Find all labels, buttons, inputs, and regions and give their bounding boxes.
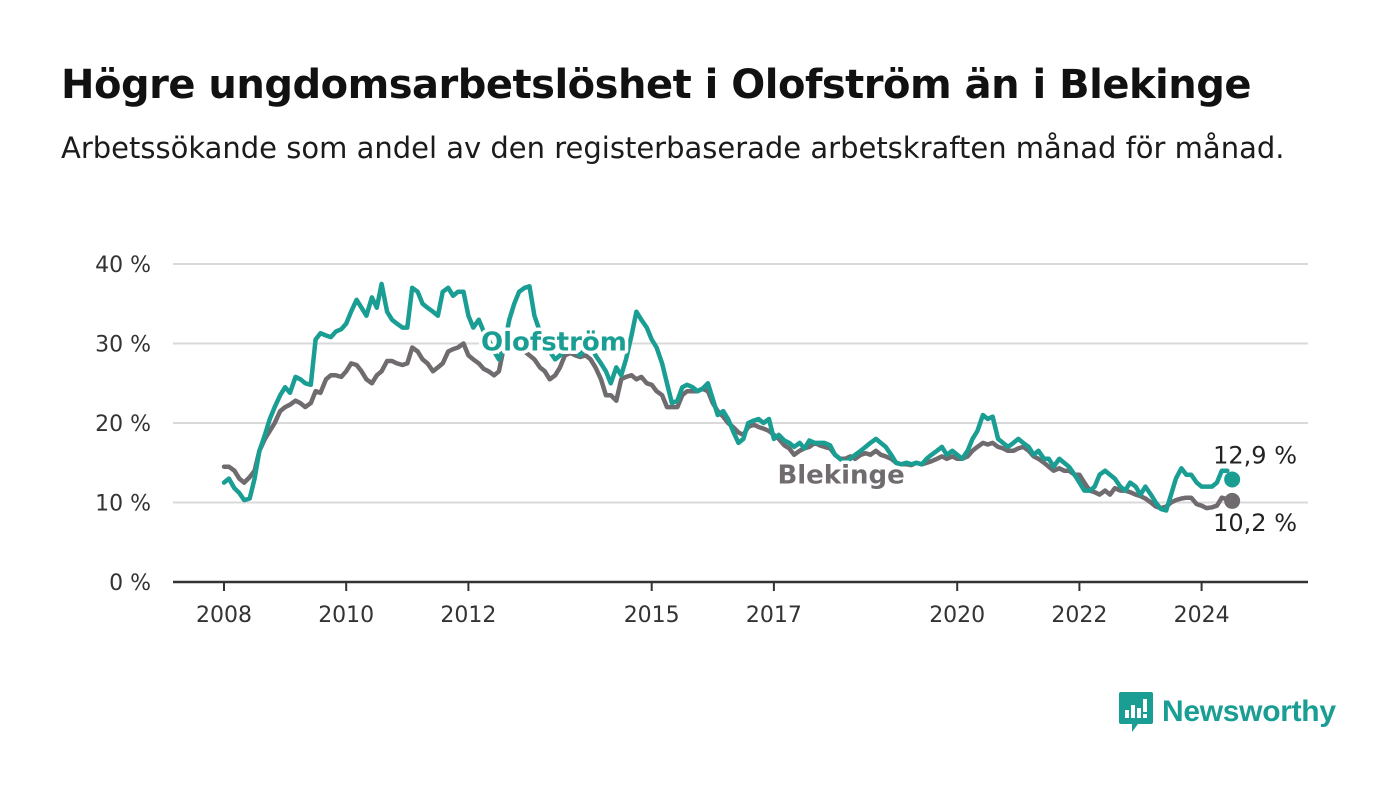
x-tick-label: 2024: [1174, 603, 1230, 628]
newsworthy-logo-icon: [1119, 692, 1153, 732]
brand-name: Newsworthy: [1162, 695, 1336, 728]
y-tick-label: 10 %: [95, 492, 151, 517]
end-point-blekinge: [1224, 492, 1241, 509]
chart-subtitle: Arbetssökande som andel av den registerb…: [61, 131, 1285, 165]
x-tick-label: 2017: [746, 603, 802, 628]
series-label-olofström: Olofström: [481, 328, 627, 358]
series-labels: Olofström Blekinge 12,9 % 10,2 %: [478, 324, 1300, 539]
x-tick-label: 2015: [624, 603, 680, 628]
end-value-label-olofström: 12,9 %: [1213, 441, 1297, 469]
x-tick-label: 2012: [440, 603, 496, 628]
x-tick-label: 2010: [318, 603, 374, 628]
series-line-olofström: [221, 281, 1230, 513]
y-tick-label: 20 %: [95, 412, 151, 437]
y-tick-label: 40 %: [95, 253, 151, 278]
series-lines: [221, 281, 1241, 513]
y-tick-label: 30 %: [95, 333, 151, 358]
x-tick-label: 2020: [929, 603, 985, 628]
chart-title: Högre ungdomsarbetslöshet i Olofström än…: [61, 62, 1252, 108]
x-tick-label: 2022: [1051, 603, 1107, 628]
end-point-olofström: [1224, 471, 1241, 488]
series-label-blekinge: Blekinge: [777, 460, 904, 490]
newsworthy-brand: Newsworthy: [1118, 690, 1336, 734]
series-line-blekinge: [221, 341, 1230, 511]
gridlines: [173, 263, 1308, 584]
x-axis-ticks: 2008 2010 2012 2015 2017 2020 2022 2024: [196, 582, 1230, 628]
x-tick-label: 2008: [196, 603, 252, 628]
y-tick-label: 0 %: [109, 571, 151, 596]
end-value-label-blekinge: 10,2 %: [1213, 509, 1297, 537]
y-axis-ticks: 0 % 10 % 20 % 30 % 40 %: [95, 253, 151, 596]
